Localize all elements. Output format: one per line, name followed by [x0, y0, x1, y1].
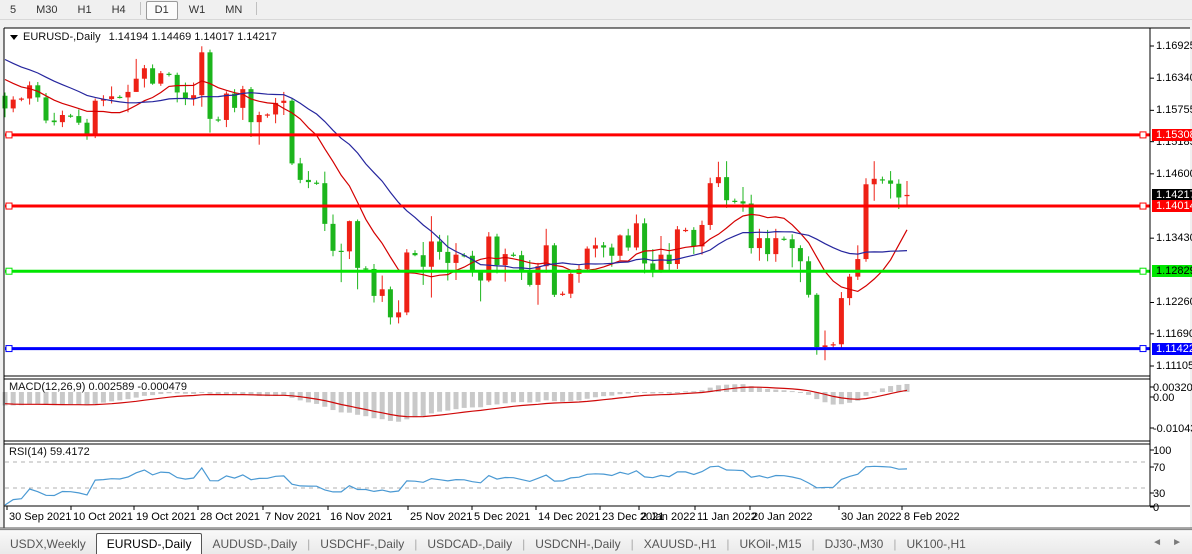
timeframe-button-h1[interactable]: H1: [77, 4, 92, 16]
chart-ohlc-values: 1.14194 1.14469 1.14017 1.14217: [108, 31, 277, 43]
chart-tab-xauusd-h1[interactable]: XAUUSD-,H1: [643, 537, 717, 551]
date-axis-label: 14 Dec 2021: [538, 511, 601, 523]
timeframe-button-w1[interactable]: W1: [188, 4, 206, 16]
macd-axis-label: 0.00: [1153, 392, 1175, 404]
chart-symbol-label: EURUSD-,Daily: [23, 31, 101, 43]
hline-price-badge: 1.11422: [1152, 342, 1192, 355]
hline-price-badge: 1.15308: [1152, 128, 1192, 141]
tab-separator: |: [522, 537, 526, 551]
tab-scroll-right-icon[interactable]: ►: [1172, 537, 1182, 548]
date-axis-label: 8 Feb 2022: [904, 511, 960, 523]
tab-separator: |: [307, 537, 311, 551]
macd-axis-label: 0.003209: [1153, 382, 1192, 394]
tab-separator: |: [811, 537, 815, 551]
date-axis-label: 2 Jan 2022: [641, 511, 696, 523]
date-axis-label: 7 Nov 2021: [265, 511, 322, 523]
tab-separator: |: [630, 537, 634, 551]
date-axis-label: 5 Dec 2021: [474, 511, 531, 523]
date-axis-label: 28 Oct 2021: [200, 511, 260, 523]
chart-tab-usdcad-daily[interactable]: USDCAD-,Daily: [427, 537, 513, 551]
date-axis-label: 20 Jan 2022: [752, 511, 813, 523]
symbol-dropdown-arrow[interactable]: [10, 35, 18, 40]
chart-tab-audusd-daily[interactable]: AUDUSD-,Daily: [212, 537, 298, 551]
price-axis-label: 1.11690: [1156, 327, 1192, 340]
price-axis-label: 1.14600: [1156, 167, 1192, 180]
current-price-badge: 1.14217: [1152, 188, 1192, 201]
chart-tab-usdx-weekly[interactable]: USDX,Weekly: [10, 537, 86, 551]
timeframe-button-m30[interactable]: M30: [36, 4, 58, 16]
chart-tab-eurusd-daily[interactable]: EURUSD-,Daily: [95, 533, 203, 554]
chart-title: EURUSD-,Daily 1.14194 1.14469 1.14017 1.1…: [10, 31, 277, 43]
tab-separator: |: [414, 537, 418, 551]
rsi-axis-label: 70: [1153, 462, 1166, 474]
timeframe-toolbar: 5 M30 H1 H4 D1 W1 MN: [0, 0, 1192, 20]
date-axis-label: 10 Oct 2021: [73, 511, 133, 523]
hline-price-badge: 1.12829: [1152, 265, 1192, 278]
date-axis-label: 23 Dec 2021: [602, 511, 665, 523]
date-axis-label: 30 Sep 2021: [9, 511, 72, 523]
chart-tab-bar: USDX,Weekly EURUSD-,Daily AUDUSD-,Daily | US…: [0, 529, 1192, 554]
hline-price-badge: 1.14014: [1152, 200, 1192, 213]
price-axis-label: 1.12260: [1156, 296, 1192, 309]
chart-tab-uk100-h1[interactable]: UK100-,H1: [906, 537, 966, 551]
date-axis-label: 30 Jan 2022: [841, 511, 902, 523]
tab-separator: |: [893, 537, 897, 551]
price-axis-label: 1.13430: [1156, 232, 1192, 245]
price-axis-label: 1.15755: [1156, 104, 1192, 117]
tab-scroll-left-icon[interactable]: ◄: [1152, 537, 1162, 548]
chart-window: EURUSD-,Daily 1.14194 1.14469 1.14017 1.1…: [0, 27, 1192, 529]
macd-axis-label: -0.010433: [1153, 423, 1192, 435]
rsi-axis-label: 100: [1153, 445, 1172, 457]
price-axis-label: 1.16925: [1156, 40, 1192, 52]
chart-tab-usdcnh-daily[interactable]: USDCNH-,Daily: [535, 537, 621, 551]
chart-tab-dj30-m30[interactable]: DJ30-,M30: [824, 537, 884, 551]
chart-tab-ukoil-m15[interactable]: UKOil-,M15: [739, 537, 802, 551]
timeframe-button-mn[interactable]: MN: [225, 4, 243, 16]
tab-separator: |: [726, 537, 730, 551]
macd-indicator-label: MACD(12,26,9) 0.002589 -0.000479: [9, 381, 187, 393]
date-axis-label: 16 Nov 2021: [330, 511, 393, 523]
date-axis-label: 19 Oct 2021: [136, 511, 196, 523]
toolbar-separator: [139, 2, 141, 16]
chart-tab-strip: USDX,Weekly EURUSD-,Daily AUDUSD-,Daily | US…: [0, 531, 1192, 554]
date-axis-label: 11 Jan 2022: [697, 511, 757, 523]
chart-tab-usdchf-daily[interactable]: USDCHF-,Daily: [320, 537, 405, 551]
timeframe-button-d1[interactable]: D1: [145, 1, 178, 20]
rsi-axis-label: 0: [1153, 502, 1160, 514]
timeframe-button-5[interactable]: 5: [10, 4, 17, 16]
timeframe-button-h4[interactable]: H4: [111, 4, 126, 16]
toolbar-separator: [256, 2, 258, 16]
price-axis-label: 1.11105: [1156, 360, 1192, 372]
rsi-indicator-label: RSI(14) 59.4172: [9, 446, 90, 458]
date-axis-label: 25 Nov 2021: [410, 511, 473, 523]
price-axis-label: 1.16340: [1156, 72, 1192, 85]
rsi-axis-label: 30: [1153, 488, 1166, 500]
